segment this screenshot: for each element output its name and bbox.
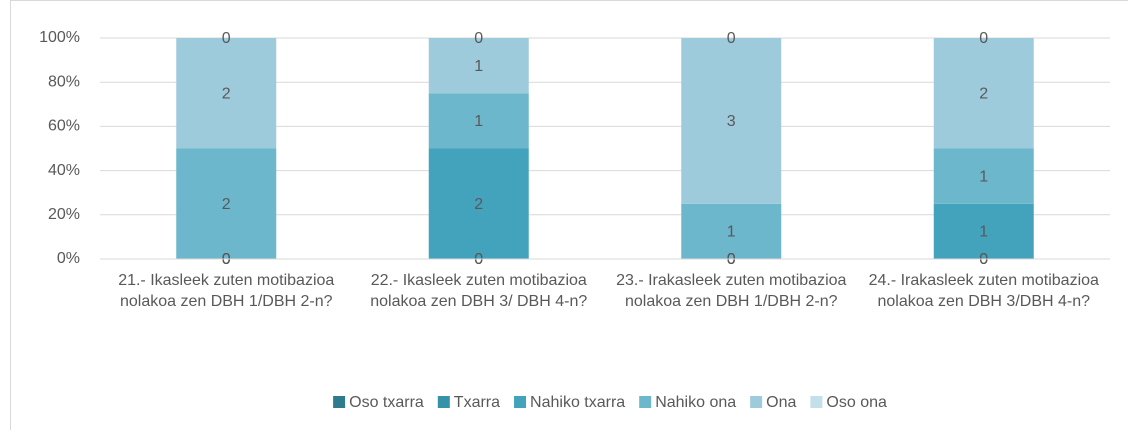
legend-label: Nahiko ona [655,394,736,411]
data-label: 1 [474,58,483,75]
y-tick-label: 0% [57,250,80,267]
data-label: 2 [979,85,988,102]
legend-swatch [810,396,823,408]
data-label: 1 [979,168,988,185]
bar-segment [933,148,1034,204]
data-label: 0 [979,251,988,268]
x-tick-label: 24.- Irakasleek zuten motibazioa nolakoa… [868,272,1099,310]
data-label: 1 [474,113,483,130]
legend-label: Ona [766,394,796,411]
data-label: 0 [222,251,231,268]
data-label: 2 [474,196,483,213]
legend-label: Nahiko txarra [530,394,625,411]
x-tick-label: 22.- Ikasleek zuten motibazioa nolakoa z… [370,272,588,310]
y-tick-label: 80% [48,73,80,90]
data-label: 0 [979,30,988,47]
x-tick-label: 21.- Ikasleek zuten motibazioa nolakoa z… [118,272,335,310]
y-tick-label: 100% [39,29,80,46]
bar-segment [428,93,529,149]
legend-swatch [514,396,527,408]
legend-swatch [437,396,450,408]
data-label: 0 [222,30,231,47]
legend-swatch [639,396,652,408]
data-label: 0 [727,251,736,268]
legend-label: Txarra [454,394,500,411]
bar-segment [933,38,1034,149]
legend-swatch [750,396,763,408]
bar-segment [176,148,277,259]
chart-border [10,0,1128,430]
data-label: 0 [727,251,736,268]
data-label: 0 [474,251,483,268]
data-label: 2 [222,196,231,213]
legend: Oso txarra Txarra Nahiko txarra Nahiko ona O… [333,394,887,411]
y-tick-label: 20% [48,206,80,223]
bar-segment [176,38,277,149]
data-label: 0 [474,251,483,268]
data-label: 3 [727,113,736,130]
data-label: 1 [979,224,988,241]
x-tick-label: 23.- Irakasleek zuten motibazioa nolakoa… [616,272,847,310]
legend-label: Oso txarra [349,394,424,411]
bar-segment [681,203,782,259]
data-label: 0 [222,251,231,268]
data-label: 0 [979,251,988,268]
legend-swatch [333,396,346,408]
bar-segment [428,38,529,94]
bar-segment [681,38,782,204]
data-label: 0 [727,251,736,268]
data-label: 0 [727,30,736,47]
bar-segment [933,203,1034,259]
y-tick-label: 60% [48,118,80,135]
y-tick-label: 40% [48,162,80,179]
data-label: 0 [222,251,231,268]
data-label: 1 [727,224,736,241]
bar-segment [428,148,529,259]
data-label: 2 [222,85,231,102]
legend-label: Oso ona [826,394,887,411]
data-label: 0 [474,30,483,47]
